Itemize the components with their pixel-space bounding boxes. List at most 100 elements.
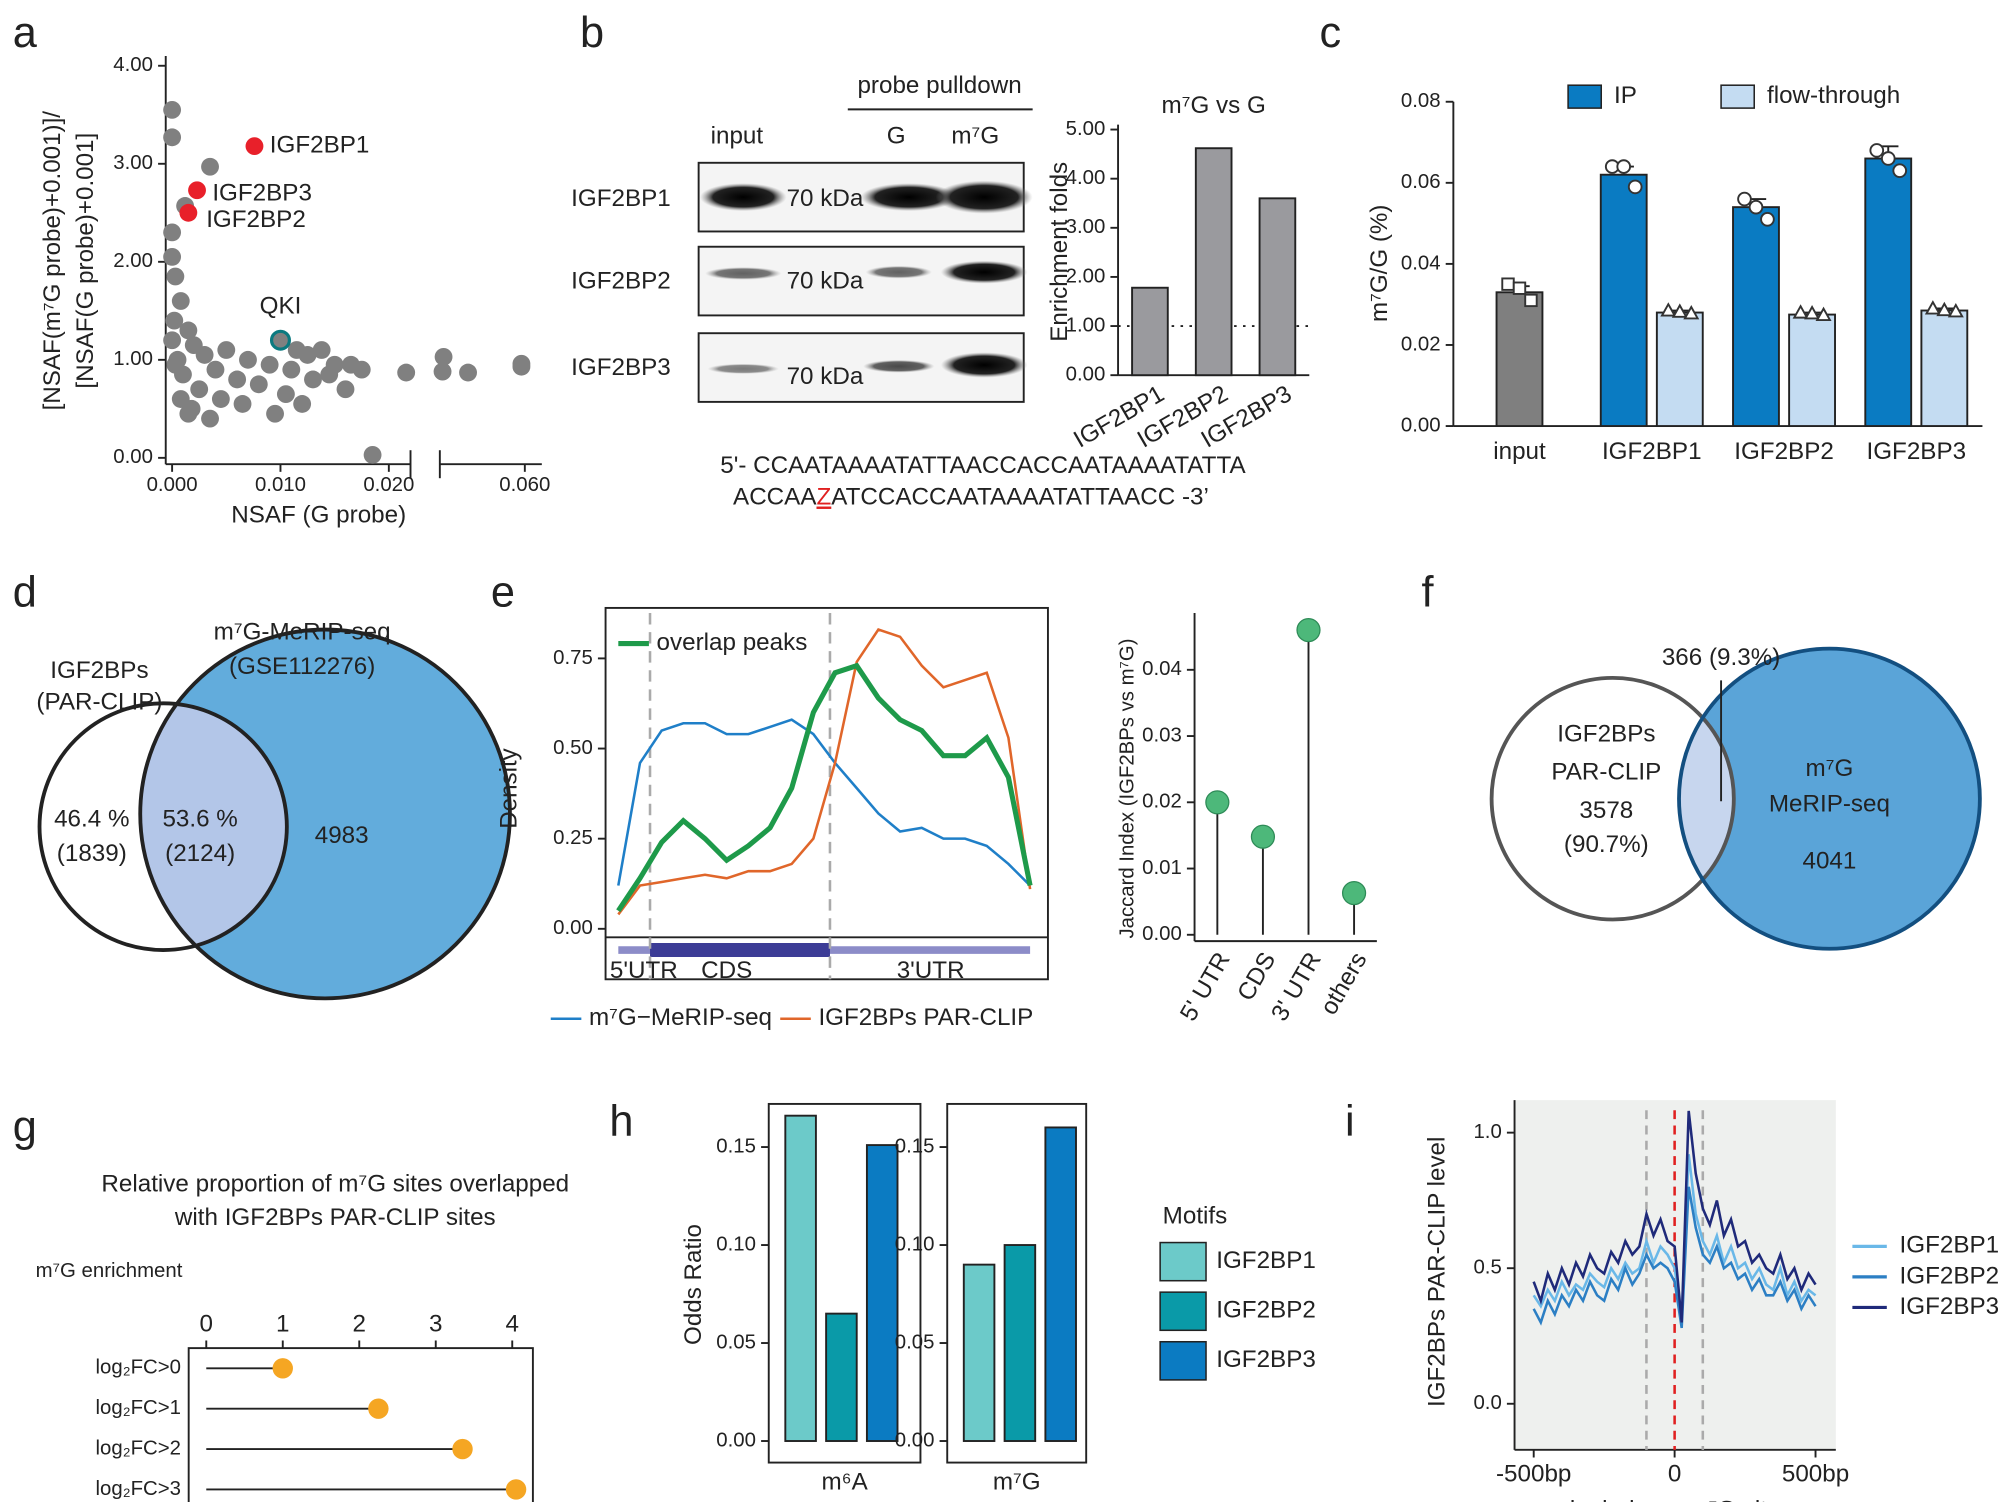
venn-count: (90.7%): [1564, 831, 1649, 858]
point: [298, 346, 317, 364]
point: [182, 399, 201, 418]
bar: [1599, 173, 1648, 428]
y-tick-label: 0.00: [553, 917, 593, 939]
x-tick-label: IGF2BP2: [1734, 438, 1834, 465]
dot: [1341, 880, 1367, 906]
replicate: [1869, 143, 1885, 158]
blot-row: IGF2BP1: [571, 185, 671, 212]
blot-row: IGF2BP2: [571, 268, 671, 295]
legend-label: IP: [1614, 82, 1637, 109]
western-blot: probe pulldown input G m⁷G IGF2BP1 IGF2B…: [571, 72, 1033, 403]
point: [201, 157, 219, 176]
y-tick-label: 0.00: [113, 446, 153, 468]
point: [211, 390, 230, 408]
replicate: [1804, 305, 1821, 320]
line: [1532, 1110, 1817, 1323]
point: [459, 363, 477, 382]
y-tick-label: log₂FC>2: [95, 1437, 181, 1459]
y-tick-label: 0.03: [1142, 724, 1182, 746]
y-axis-label: [NSAF(m⁷G probe)+0.001)]/: [39, 111, 66, 411]
replicate: [1760, 211, 1775, 227]
point: [163, 100, 182, 119]
y-tick-label: 0.00: [1142, 923, 1182, 945]
bar: [1788, 313, 1836, 428]
x-tick-label: 0.000: [147, 474, 198, 496]
y-tick-label: log₂FC>0: [95, 1357, 181, 1379]
venn-count: (1839): [57, 840, 127, 867]
replicate: [1792, 304, 1809, 319]
y-tick-label: 0.00: [1066, 364, 1106, 386]
venn-d: IGF2BPs (PAR-CLIP) m⁷G-MeRIP-seq (GSE112…: [36, 619, 512, 1001]
blot-band: [707, 363, 779, 374]
venn-count: 366 (9.3%): [1662, 644, 1780, 671]
y-tick-label: 0.50: [553, 737, 593, 759]
venn-count: 3578: [1579, 797, 1633, 824]
venn-count: 53.6 %: [162, 806, 237, 833]
bar: [1655, 311, 1704, 428]
y-tick-label: 0.15: [895, 1135, 935, 1157]
plot-frame: [767, 1102, 922, 1464]
blot-marker: 70 kDa: [787, 363, 864, 390]
bar: [1495, 291, 1544, 428]
blot-band: [865, 265, 932, 279]
plot-frame: [187, 1347, 534, 1502]
legend-label: IGF2BP3: [1900, 1293, 1999, 1320]
y-tick-label: 0.04: [1401, 252, 1441, 274]
dot: [452, 1438, 473, 1460]
x-tick-label: 0.060: [499, 474, 550, 496]
bar: [1131, 286, 1169, 377]
point: [190, 380, 209, 399]
y-axis-label: m⁷G/G (%): [1366, 205, 1393, 322]
replicate: [1683, 305, 1700, 320]
point: [276, 385, 295, 404]
legend-label: overlap peaks: [657, 629, 808, 656]
legend-swatch: [1159, 1291, 1207, 1332]
replicate: [1892, 163, 1908, 178]
y-tick-label: 0.05: [895, 1331, 935, 1353]
dot: [368, 1398, 389, 1419]
line: [1532, 1186, 1817, 1329]
y-tick-label: 0.04: [1142, 658, 1182, 680]
panel-label: a: [13, 9, 38, 57]
point: [336, 380, 355, 399]
blot-band: [940, 260, 1028, 284]
legend-label: IGF2BPs PAR-CLIP: [818, 1004, 1033, 1031]
point: [434, 347, 453, 366]
blot-column: m⁷G: [951, 123, 999, 150]
y-tick-label: 4.00: [1066, 167, 1106, 189]
chart-title: with IGF2BPs PAR-CLIP sites: [174, 1204, 496, 1231]
y-tick-label: 0.15: [716, 1135, 756, 1157]
venn-label: m⁷G-MeRIP-seq: [214, 619, 391, 646]
facet-label: m⁷G: [993, 1468, 1041, 1495]
point: [163, 248, 182, 266]
modified-base: Z: [816, 484, 831, 511]
blot-column: input: [711, 123, 764, 150]
blot-band: [705, 267, 782, 280]
y-tick-label: 0.5: [1473, 1257, 1501, 1279]
line: [617, 718, 1031, 887]
blot-column: G: [887, 123, 906, 150]
x-tick-label: -500bp: [1496, 1461, 1571, 1488]
legend-label: m⁷G−MeRIP-seq: [589, 1004, 772, 1031]
x-axis-label: NSAF (G probe): [231, 502, 406, 529]
point: [206, 360, 225, 379]
bar: [1864, 157, 1913, 428]
legend-title: Motifs: [1163, 1203, 1228, 1230]
point: [163, 223, 182, 242]
bar: [1732, 206, 1780, 428]
y-tick-label: log₂FC>3: [95, 1478, 181, 1500]
legend-label: IGF2BP3: [1216, 1346, 1316, 1373]
sequence-line: ACCAAZATCCACCAATAAAATATTAACC -3’: [733, 484, 1209, 511]
venn-circle: [1489, 675, 1736, 922]
y-tick-label: 0.08: [1401, 90, 1441, 112]
legend-label: flow-through: [1767, 82, 1900, 109]
replicate: [1924, 300, 1941, 315]
legend-swatch: [1159, 1241, 1207, 1282]
y-axis-label: Enrichment folds: [1046, 162, 1073, 342]
plot-frame: [604, 606, 1049, 981]
y-axis-label: Jaccard Index (IGF2BPs vs m⁷G): [1117, 639, 1139, 939]
chart-title: m⁷G vs G: [1162, 92, 1266, 119]
y-tick-label: 1.00: [1066, 314, 1106, 336]
point: [397, 363, 416, 382]
blot-header: probe pulldown: [857, 72, 1021, 99]
